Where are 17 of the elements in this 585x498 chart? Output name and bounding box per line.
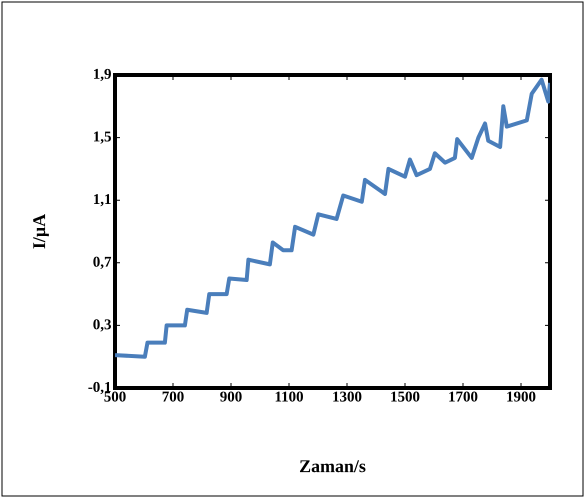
x-tick-label: 1900 (507, 392, 536, 402)
y-axis-title: I/µA (33, 214, 49, 249)
x-tick-label: 700 (162, 392, 184, 402)
x-tick-label: 1700 (449, 392, 478, 402)
x-tick-label: 900 (220, 392, 242, 402)
y-tick-label: 0,7 (93, 256, 112, 269)
x-axis-title: Zaman/s (300, 460, 366, 472)
y-tick-label: 1,9 (94, 68, 111, 82)
x-tick-label: 500 (104, 392, 126, 402)
y-tick-label: 1,1 (94, 194, 111, 206)
x-tick-label: 1500 (391, 392, 420, 402)
y-tick-label: 0,3 (93, 319, 111, 332)
line-series (115, 78, 550, 359)
x-tick-label: 1100 (276, 392, 303, 402)
x-tick-label: 1300 (333, 392, 362, 402)
y-tick-label: -0,1 (88, 382, 111, 394)
y-tick-label: 1,5 (94, 132, 111, 144)
